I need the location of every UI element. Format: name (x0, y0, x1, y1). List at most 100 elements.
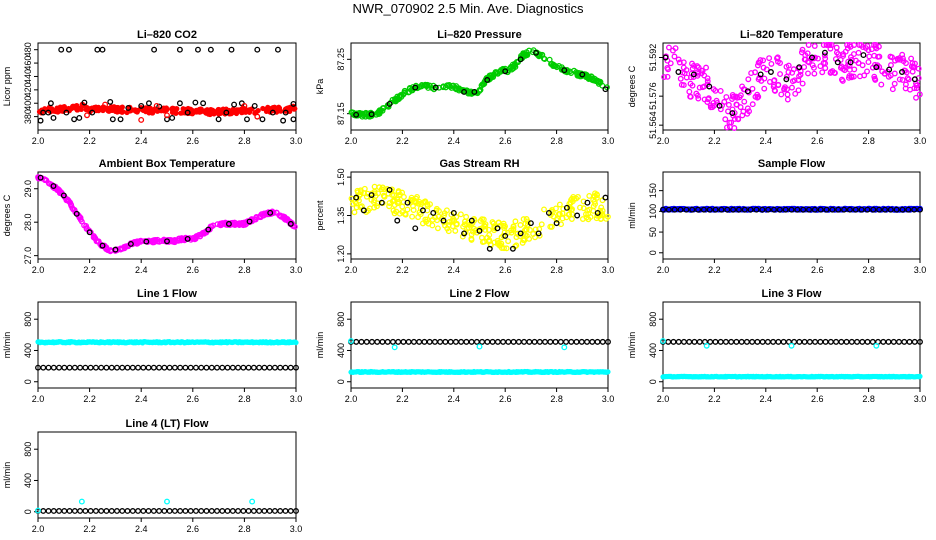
data-point (182, 508, 189, 514)
data-point (599, 338, 606, 345)
data-point (177, 508, 184, 514)
data-point (224, 508, 231, 514)
data-point (802, 56, 809, 63)
data-point (834, 59, 841, 66)
data-point (889, 86, 896, 93)
x-tick-label: 3.0 (290, 524, 303, 534)
data-point (899, 206, 906, 213)
data-point (160, 238, 167, 245)
data-point (134, 240, 141, 247)
data-point (416, 338, 423, 345)
data-point (138, 117, 145, 123)
y-axis-label: kPa (315, 79, 325, 95)
data-point (374, 338, 381, 345)
data-point (854, 338, 861, 345)
data-point (430, 209, 437, 216)
data-point (463, 338, 470, 345)
data-point (182, 364, 189, 371)
data-point (145, 508, 152, 514)
data-point (66, 46, 72, 53)
data-point (796, 338, 803, 345)
x-tick-label: 2.4 (760, 394, 773, 404)
series-line2-cyan (348, 368, 611, 376)
data-point (724, 206, 731, 213)
data-point (276, 105, 283, 111)
data-point (498, 240, 505, 247)
data-point (69, 205, 76, 212)
data-point (161, 508, 168, 514)
data-point (78, 498, 85, 505)
data-point (757, 57, 764, 64)
x-tick-label: 2.0 (345, 265, 358, 275)
data-point (891, 80, 898, 87)
data-point (871, 73, 878, 80)
data-point (489, 338, 496, 345)
y-tick-label: 800 (336, 312, 346, 327)
data-point (353, 338, 360, 345)
data-point (850, 51, 857, 58)
series-red-outliers (73, 101, 261, 123)
data-point (911, 85, 918, 92)
data-point (200, 100, 207, 107)
data-point (602, 86, 609, 93)
data-point (592, 200, 599, 207)
data-point (722, 338, 729, 345)
data-point (293, 339, 299, 346)
data-point (760, 64, 767, 71)
data-point (880, 338, 887, 345)
data-point (421, 198, 428, 205)
data-point (765, 206, 772, 213)
data-point (103, 508, 110, 514)
data-point (371, 204, 378, 211)
data-point (71, 508, 78, 514)
data-point (917, 206, 923, 213)
data-point (594, 338, 601, 345)
data-point (396, 93, 403, 100)
y-tick-label: 150 (648, 183, 658, 198)
x-tick-label: 2.2 (396, 265, 409, 275)
data-point (737, 92, 744, 99)
data-point (739, 112, 746, 119)
data-point (442, 338, 449, 345)
chart-title: Li–820 CO2 (137, 29, 197, 41)
data-point (845, 74, 852, 81)
data-point (171, 508, 178, 514)
y-tick-label: 440 (23, 69, 33, 84)
data-point (420, 207, 426, 214)
data-point (287, 508, 294, 514)
data-point (391, 344, 398, 351)
data-point (283, 216, 290, 223)
data-point (187, 508, 194, 514)
data-point (104, 246, 111, 253)
data-point (821, 52, 828, 59)
data-point (512, 63, 519, 70)
data-point (666, 44, 672, 51)
data-point (107, 98, 114, 105)
data-point (385, 103, 392, 110)
data-point (699, 67, 706, 74)
data-point (379, 338, 386, 345)
data-point (447, 338, 454, 345)
data-point (781, 86, 788, 93)
data-point (806, 338, 813, 345)
data-point (124, 508, 131, 514)
data-point (846, 42, 853, 48)
x-tick-label: 2.6 (187, 265, 200, 275)
data-point (282, 109, 289, 116)
data-point (215, 116, 222, 123)
data-point (40, 508, 47, 514)
data-point (207, 46, 214, 53)
data-point (263, 106, 269, 112)
data-point (870, 206, 877, 213)
data-point (191, 109, 197, 115)
data-point (887, 206, 894, 213)
data-point (509, 245, 516, 252)
data-point (363, 338, 370, 345)
data-point (892, 57, 898, 64)
data-point (665, 206, 672, 213)
data-point (791, 77, 798, 84)
data-point (375, 190, 382, 197)
data-point (208, 364, 215, 371)
data-point (744, 88, 751, 95)
data-point (788, 206, 795, 213)
